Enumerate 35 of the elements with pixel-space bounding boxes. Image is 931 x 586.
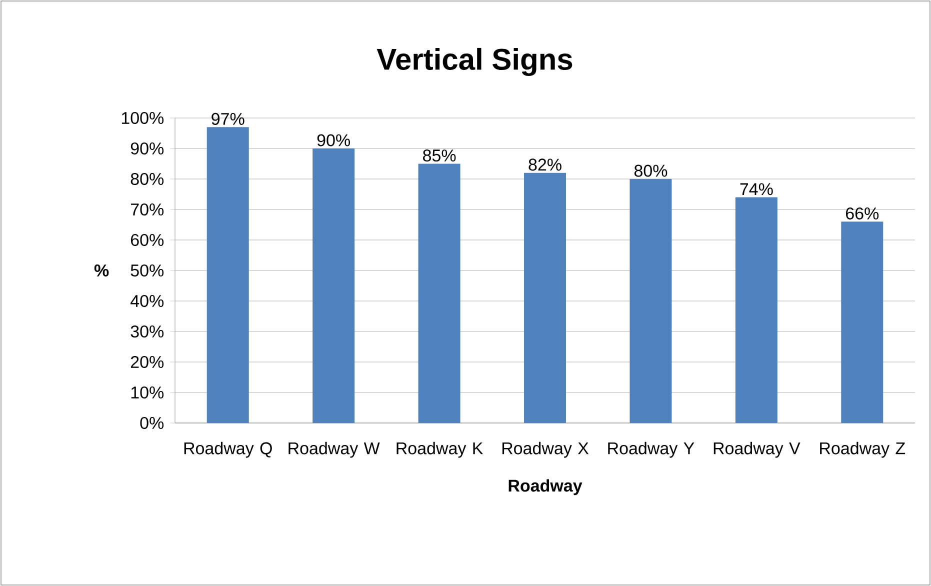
y-tick-label: 90% — [130, 142, 164, 155]
data-label: 80% — [634, 164, 668, 177]
bar — [735, 197, 778, 423]
y-tick-label: 40% — [130, 294, 164, 308]
y-tick-label: 100% — [122, 112, 164, 124]
x-tick-label: Roadway V — [714, 442, 800, 458]
y-tick-label: 10% — [131, 386, 164, 399]
y-tick-label: 50% — [130, 264, 164, 277]
bar — [630, 178, 672, 423]
data-label: 74% — [740, 183, 773, 196]
x-tick-label: Roadway Y — [608, 442, 694, 458]
y-tick-label: 30% — [130, 325, 164, 338]
y-tick-label: 0% — [140, 416, 164, 430]
x-tick-label: Roadway K — [396, 442, 484, 458]
data-label: 97% — [212, 112, 244, 125]
x-tick-label: Roadway W — [288, 442, 380, 458]
data-label: 66% — [846, 207, 879, 220]
y-tick-label: 20% — [130, 356, 164, 368]
chart-title: Vertical Signs — [376, 48, 572, 76]
x-tick-label: Roadway Z — [820, 442, 906, 458]
y-tick-label: 60% — [130, 234, 164, 246]
bar — [841, 222, 884, 423]
x-tick-label: Roadway Q — [184, 442, 272, 458]
data-label: 85% — [423, 149, 456, 162]
x-tick-label: Roadway X — [502, 442, 589, 458]
data-label: 82% — [528, 158, 562, 171]
bar — [418, 164, 460, 423]
x-axis-title: Roadway — [508, 479, 582, 496]
y-tick-label: 80% — [130, 172, 164, 186]
bar — [312, 148, 355, 423]
y-axis-title: % — [94, 264, 109, 276]
y-tick-label: 70% — [130, 203, 164, 216]
data-label: 90% — [317, 134, 350, 146]
bar — [206, 127, 249, 423]
bar — [524, 172, 566, 423]
